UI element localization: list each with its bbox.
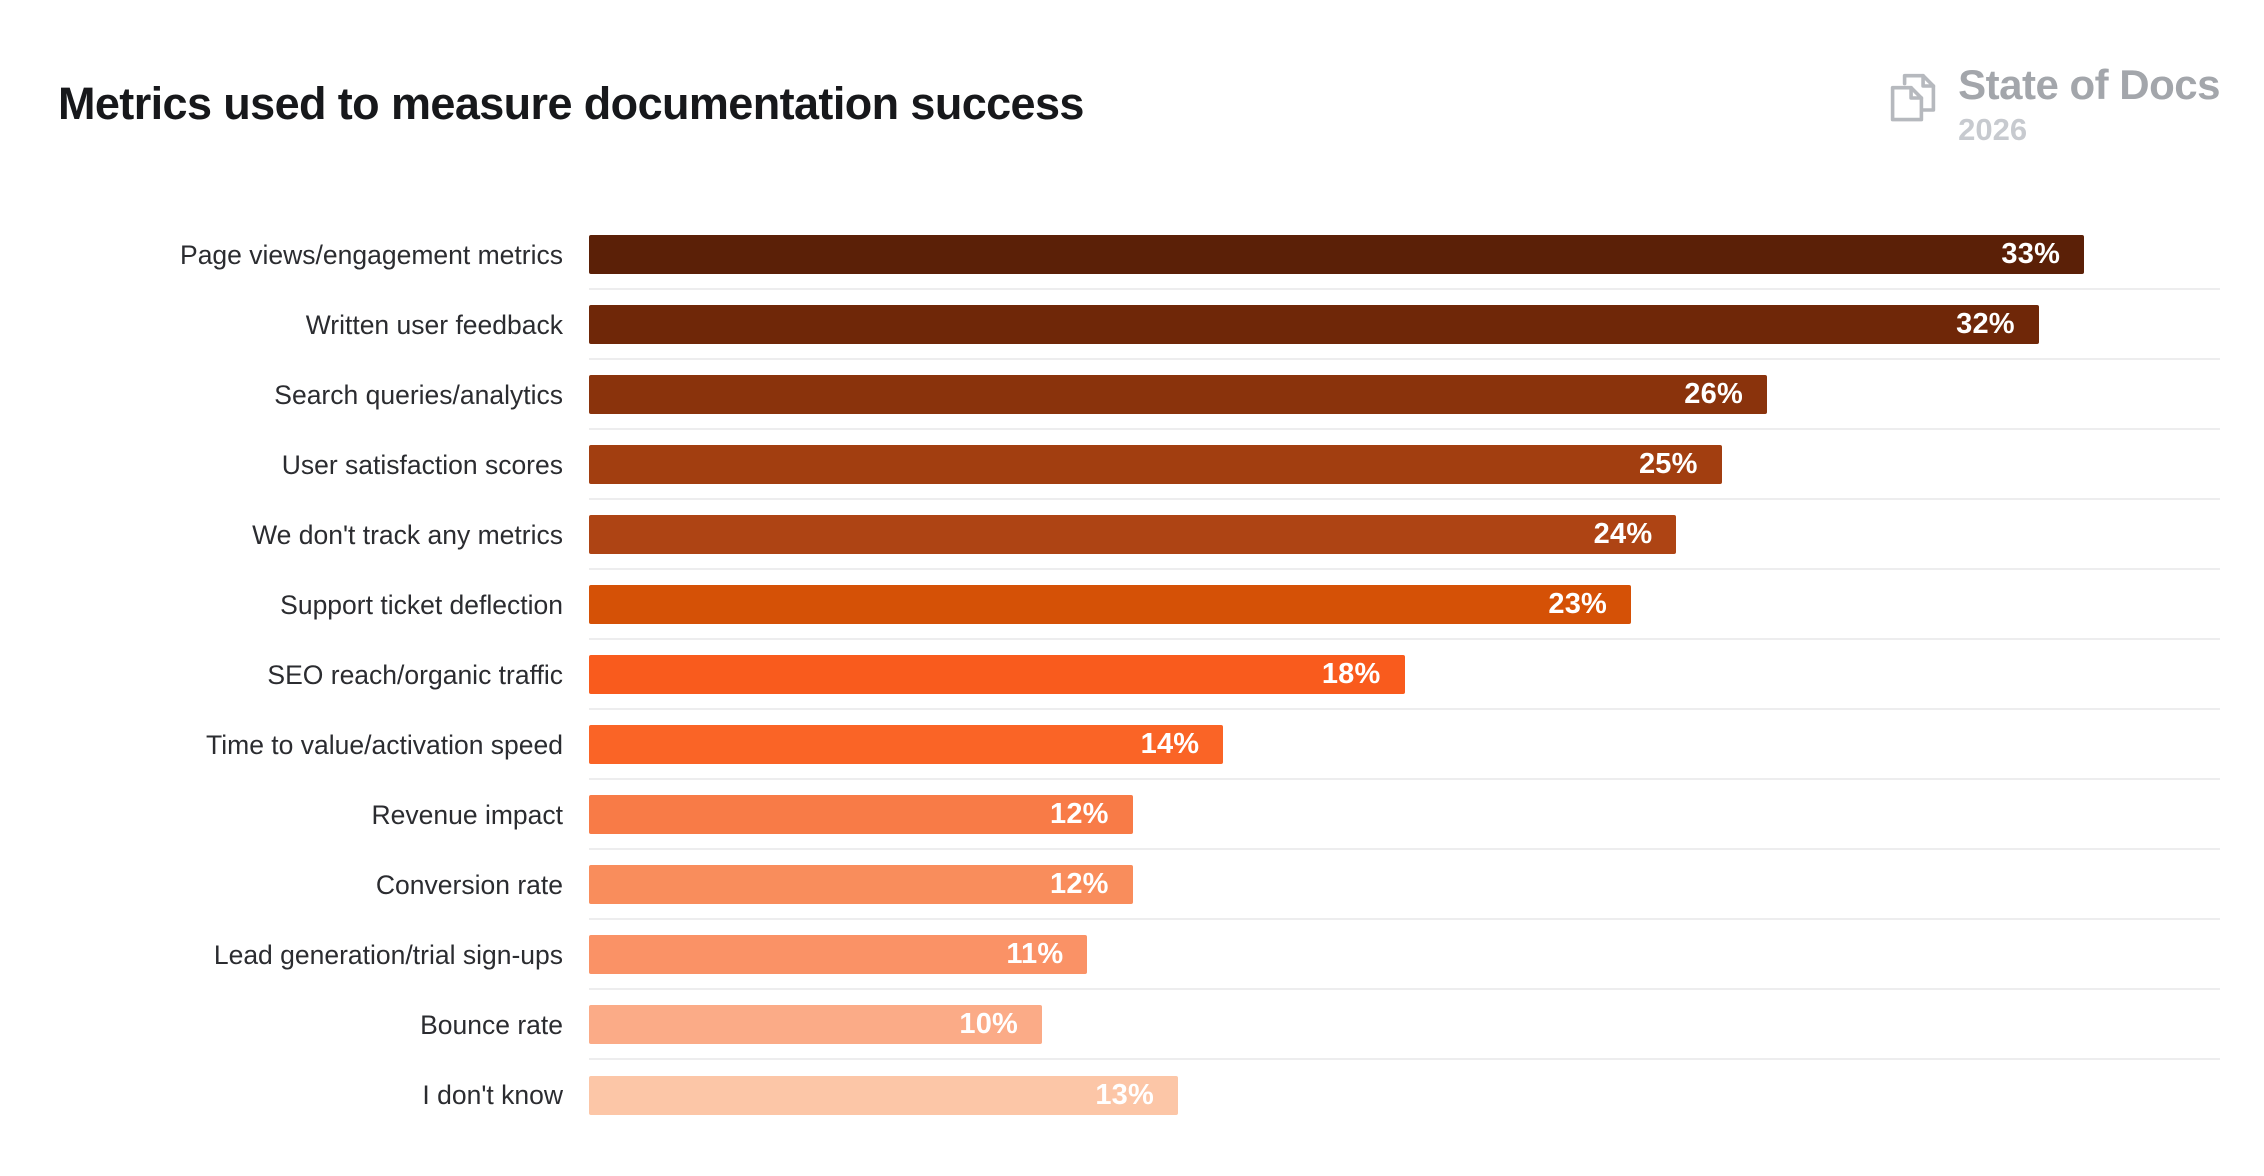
bar-value-label: 10% — [959, 1007, 1019, 1040]
bar: 26% — [589, 374, 1767, 414]
chart-row: Time to value/activation speed 14% — [58, 710, 2220, 780]
category-label: SEO reach/organic traffic — [267, 659, 563, 690]
category-label: Lead generation/trial sign-ups — [213, 939, 563, 970]
bar-value-label: 18% — [1321, 657, 1381, 690]
logo-year: 2026 — [1958, 112, 2028, 147]
bar-value-label: 23% — [1548, 587, 1608, 620]
bar-track: 23% — [589, 570, 2220, 640]
chart-row: Revenue impact 12% — [58, 780, 2220, 850]
chart-row: We don't track any metrics 24% — [58, 500, 2220, 570]
bar-track: 26% — [589, 360, 2220, 430]
bar: 10% — [589, 1004, 1043, 1044]
logo-text: State of Docs 2026 — [1958, 61, 2220, 147]
bar-track: 12% — [589, 780, 2220, 850]
chart-row: Written user feedback 32% — [58, 290, 2220, 360]
bar: 12% — [589, 864, 1133, 904]
bar: 13% — [589, 1075, 1178, 1115]
category-label: Page views/engagement metrics — [180, 239, 563, 270]
bar-value-label: 12% — [1050, 867, 1109, 900]
bar: 32% — [589, 304, 2039, 344]
chart-row: Bounce rate 10% — [58, 990, 2220, 1060]
state-of-docs-logo: State of Docs 2026 — [1884, 64, 2220, 145]
bar-value-label: 12% — [1050, 797, 1109, 830]
bar-track: 14% — [589, 710, 2220, 780]
bar-track: 24% — [589, 500, 2220, 570]
bar: 11% — [589, 934, 1088, 974]
category-label: Time to value/activation speed — [206, 729, 563, 760]
chart-row: Conversion rate 12% — [58, 850, 2220, 920]
bar-value-label: 25% — [1638, 447, 1698, 480]
chart-row: SEO reach/organic traffic 18% — [58, 640, 2220, 710]
category-label: We don't track any metrics — [252, 519, 563, 550]
chart-row: Page views/engagement metrics 33% — [58, 220, 2220, 290]
bar-track: 10% — [589, 990, 2220, 1060]
bar-value-label: 32% — [1956, 307, 2015, 340]
category-label: Conversion rate — [375, 869, 563, 900]
bar: 25% — [589, 444, 1722, 484]
bar-value-label: 13% — [1095, 1078, 1154, 1111]
bar-track: 11% — [589, 920, 2220, 990]
chart-row: User satisfaction scores 25% — [58, 430, 2220, 500]
header: Metrics used to measure documentation su… — [58, 64, 2220, 176]
category-label: I don't know — [422, 1079, 563, 1110]
category-label: User satisfaction scores — [281, 449, 563, 480]
bar-track: 13% — [589, 1060, 2220, 1130]
bar-value-label: 11% — [1006, 937, 1064, 970]
bar-track: 33% — [589, 220, 2220, 290]
bar: 24% — [589, 514, 1677, 554]
chart-row: Support ticket deflection 23% — [58, 570, 2220, 640]
bar: 18% — [589, 654, 1405, 694]
chart-row: Lead generation/trial sign-ups 11% — [58, 920, 2220, 990]
category-label: Revenue impact — [371, 799, 564, 830]
logo-name: State of Docs — [1958, 61, 2220, 108]
page: Metrics used to measure documentation su… — [58, 64, 2220, 1130]
bar-value-label: 33% — [2001, 237, 2061, 270]
bar-value-label: 14% — [1140, 727, 1200, 760]
pages-icon — [1884, 68, 1942, 128]
bar-track: 18% — [589, 640, 2220, 710]
bar-chart: Page views/engagement metrics 33% Written … — [58, 220, 2220, 1130]
bar: 14% — [589, 724, 1224, 764]
category-label: Bounce rate — [420, 1009, 563, 1040]
category-label: Written user feedback — [305, 309, 563, 340]
chart-row: I don't know 13% — [58, 1060, 2220, 1130]
chart-row: Search queries/analytics 26% — [58, 360, 2220, 430]
bar-track: 25% — [589, 430, 2220, 500]
category-label: Search queries/analytics — [274, 379, 563, 410]
category-label: Support ticket deflection — [280, 589, 563, 620]
bar: 12% — [589, 794, 1133, 834]
bar: 23% — [589, 584, 1632, 624]
bar-track: 12% — [589, 850, 2220, 920]
bar-value-label: 24% — [1593, 517, 1653, 550]
chart-title: Metrics used to measure documentation su… — [58, 78, 1084, 129]
bar: 33% — [589, 234, 2085, 274]
bar-value-label: 26% — [1684, 377, 1743, 410]
bar-track: 32% — [589, 290, 2220, 360]
